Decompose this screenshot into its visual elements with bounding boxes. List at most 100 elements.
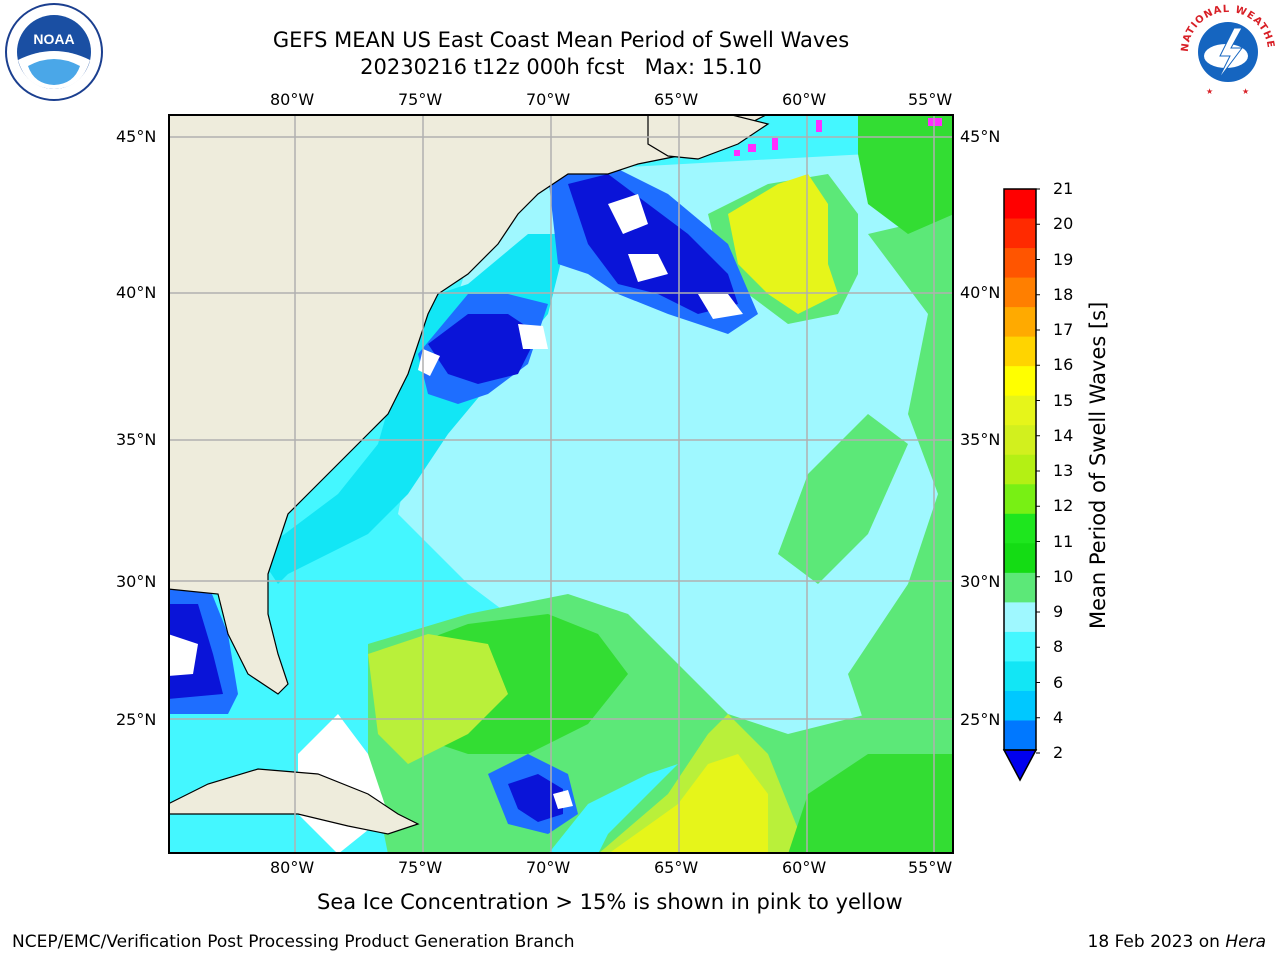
lon-label-bottom-80w: 80°W xyxy=(270,858,315,877)
colorbar-tick-label: 11 xyxy=(1053,531,1074,551)
colorbar-swatch xyxy=(1004,484,1036,515)
map-gridlines xyxy=(168,114,954,854)
colorbar-tick-label: 2 xyxy=(1053,743,1064,762)
lat-label-left-40n: 40°N xyxy=(116,283,157,302)
colorbar-tick-label: 15 xyxy=(1053,390,1074,410)
colorbar-swatch xyxy=(1004,602,1036,633)
colorbar-swatch xyxy=(1004,661,1036,692)
svg-text:★: ★ xyxy=(1206,87,1213,96)
colorbar-swatch xyxy=(1004,248,1036,279)
colorbar-tick-labels: 21 20 19 18 17 16 15 14 13 12 11 10 9 8 6 4 2 xyxy=(1046,0,1086,960)
lon-label-top-55w: 55°W xyxy=(908,90,953,109)
chart-title-line1: GEFS MEAN US East Coast Mean Period of S… xyxy=(272,28,850,52)
eastern-green-band xyxy=(848,214,954,734)
colorbar-tick-label: 20 xyxy=(1053,214,1074,234)
lat-label-left-45n: 45°N xyxy=(116,127,157,146)
missing-patch-1 xyxy=(608,194,648,234)
lon-label-bottom-70w: 70°W xyxy=(526,858,571,877)
colorbar-tick-label: 21 xyxy=(1053,179,1074,198)
colorbar-tick-label: 10 xyxy=(1053,566,1074,586)
footer-machine: Hera xyxy=(1225,932,1266,952)
southeast-yellow xyxy=(608,754,768,854)
southeast-green-2 xyxy=(788,754,954,854)
map-frame xyxy=(168,114,954,854)
colorbar-swatch xyxy=(1004,454,1036,485)
colorbar-swatch xyxy=(1004,720,1036,751)
lat-label-right-35n: 35°N xyxy=(960,430,1001,449)
lat-label-left-25n: 25°N xyxy=(116,710,157,729)
nws-logo: NATIONAL WEATHER SERVICE ★ ★ xyxy=(1172,0,1280,100)
swell-period-map xyxy=(168,114,954,854)
lon-label-bottom-55w: 55°W xyxy=(908,858,953,877)
svg-text:★: ★ xyxy=(1242,87,1249,96)
colorbar-swatch xyxy=(1004,572,1036,603)
missing-patch-3 xyxy=(698,294,743,319)
colorbar-tick-label: 17 xyxy=(1053,320,1074,339)
colorbar-extend-triangle xyxy=(1002,749,1038,782)
sea-ice-caption: Sea Ice Concentration > 15% is shown in … xyxy=(317,890,903,914)
sea-ice-pixel-4 xyxy=(928,118,942,126)
colorbar-swatch xyxy=(1004,218,1036,249)
noaa-logo: NOAA xyxy=(4,2,104,102)
lat-label-right-40n: 40°N xyxy=(960,283,1001,302)
colorbar-swatch xyxy=(1004,336,1036,367)
colorbar-swatch xyxy=(1004,425,1036,456)
sea-ice-pixel-1 xyxy=(748,144,756,152)
colorbar-swatch xyxy=(1004,277,1036,308)
colorbar-tick-label: 13 xyxy=(1053,461,1074,480)
colorbar-swatch xyxy=(1004,690,1036,721)
noaa-logo-text: NOAA xyxy=(33,31,74,47)
colorbar-tick-label: 14 xyxy=(1053,425,1074,445)
blue-dark-cuba-south xyxy=(508,774,563,822)
lon-label-top-70w: 70°W xyxy=(526,90,571,109)
colorbar-swatch xyxy=(1004,307,1036,338)
colorbar-tick-label: 4 xyxy=(1053,707,1064,727)
colorbar-tick-label: 8 xyxy=(1053,637,1064,657)
lon-label-bottom-65w: 65°W xyxy=(654,858,699,877)
colorbar-swatch xyxy=(1004,189,1036,220)
colorbar-tick-label: 6 xyxy=(1053,672,1064,692)
sea-ice-pixel-2 xyxy=(772,138,778,150)
lon-label-top-65w: 65°W xyxy=(654,90,699,109)
colorbar-tick-label: 12 xyxy=(1053,496,1074,516)
blue-dark-chesapeake xyxy=(428,314,538,384)
chart-title-line2: 20230216 t12z 000h fcst Max: 15.10 xyxy=(360,55,762,79)
footer-date: 18 Feb 2023 on xyxy=(1087,932,1226,952)
lat-label-left-35n: 35°N xyxy=(116,430,157,449)
sea-ice-pixel-5 xyxy=(734,150,740,156)
lat-label-right-45n: 45°N xyxy=(960,127,1001,146)
missing-patch-cuba xyxy=(553,790,573,809)
colorbar-tick-label: 19 xyxy=(1053,249,1074,269)
mid-green-band xyxy=(778,414,908,584)
missing-patch-6 xyxy=(168,634,198,676)
footer-left: NCEP/EMC/Verification Post Processing Pr… xyxy=(12,932,575,952)
colorbar xyxy=(1000,185,1041,785)
colorbar-swatch xyxy=(1004,513,1036,544)
land-north-america xyxy=(168,114,769,695)
lat-label-left-30n: 30°N xyxy=(116,572,157,591)
missing-patch-4 xyxy=(518,324,548,349)
land-cuba xyxy=(168,768,420,835)
colorbar-swatch xyxy=(1004,631,1036,662)
missing-patch-2 xyxy=(628,254,668,282)
north-green xyxy=(858,114,954,234)
colorbar-tick-label: 9 xyxy=(1053,602,1064,621)
lon-label-top-60w: 60°W xyxy=(782,90,827,109)
lat-label-right-25n: 25°N xyxy=(960,710,1001,729)
lon-label-bottom-60w: 60°W xyxy=(782,858,827,877)
colorbar-tick-label: 16 xyxy=(1053,355,1074,375)
lat-label-right-30n: 30°N xyxy=(960,572,1001,591)
lon-label-bottom-75w: 75°W xyxy=(398,858,443,877)
colorbar-swatch xyxy=(1004,543,1036,574)
colorbar-swatch xyxy=(1004,366,1036,397)
colorbar-label: Mean Period of Swell Waves [s] xyxy=(1086,301,1110,629)
south-yellowgreen xyxy=(368,634,508,764)
colorbar-swatch xyxy=(1004,395,1036,426)
lon-label-top-75w: 75°W xyxy=(398,90,443,109)
colorbar-tick-label: 18 xyxy=(1053,284,1074,304)
sea-ice-pixel-3 xyxy=(816,120,822,132)
lon-label-top-80w: 80°W xyxy=(270,90,315,109)
north-yellow-patch-core xyxy=(728,174,838,314)
colorbar-frame xyxy=(1003,188,1037,751)
footer-right: 18 Feb 2023 on Hera xyxy=(1088,932,1266,952)
